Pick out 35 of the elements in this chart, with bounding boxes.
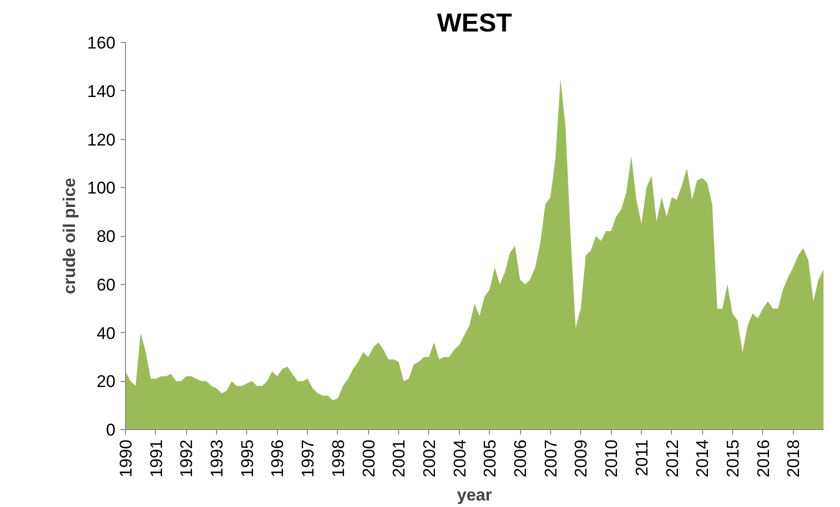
x-tick-label: 2007 xyxy=(541,439,560,478)
x-tick-label: 1997 xyxy=(298,439,318,478)
y-tick-label: 120 xyxy=(87,130,116,150)
y-tick-label: 40 xyxy=(96,324,116,343)
x-tick-label: 1995 xyxy=(238,439,257,478)
x-tick-label: 1998 xyxy=(328,439,348,478)
y-tick-label: 100 xyxy=(87,178,116,198)
x-tick-label: 2002 xyxy=(420,439,439,478)
x-tick-label: 2016 xyxy=(754,439,773,478)
x-tick-label: 1992 xyxy=(177,439,196,478)
x-tick-label: 2015 xyxy=(723,439,742,478)
x-tick-label: 1996 xyxy=(268,439,288,478)
x-tick-label: 2001 xyxy=(390,439,409,478)
x-tick-label: 1990 xyxy=(116,439,136,478)
x-tick-label: 2000 xyxy=(359,439,378,478)
x-tick-label: 1993 xyxy=(208,439,227,478)
y-tick-label: 140 xyxy=(87,82,116,101)
chart-title: WEST xyxy=(436,8,512,38)
y-tick-label: 160 xyxy=(87,34,116,52)
x-tick-label: 2004 xyxy=(450,439,470,478)
x-axis-title: year xyxy=(457,485,492,504)
x-tick-label: 2012 xyxy=(662,439,682,478)
x-tick-label: 2018 xyxy=(784,439,804,478)
x-tick-label: 2009 xyxy=(572,439,591,478)
y-tick-label: 80 xyxy=(96,227,116,246)
x-tick-label: 2006 xyxy=(511,439,530,478)
x-tick-label: 2010 xyxy=(602,439,622,478)
x-tick-label: 2014 xyxy=(693,439,712,478)
x-tick-label: 1991 xyxy=(146,439,166,478)
y-tick-label: 0 xyxy=(106,420,116,440)
y-tick-label: 20 xyxy=(96,372,116,392)
y-axis-title: crude oil price xyxy=(60,178,80,294)
y-tick-label: 60 xyxy=(96,275,116,294)
x-tick-label: 2005 xyxy=(480,439,500,478)
x-tick-label: 2011 xyxy=(632,439,652,476)
